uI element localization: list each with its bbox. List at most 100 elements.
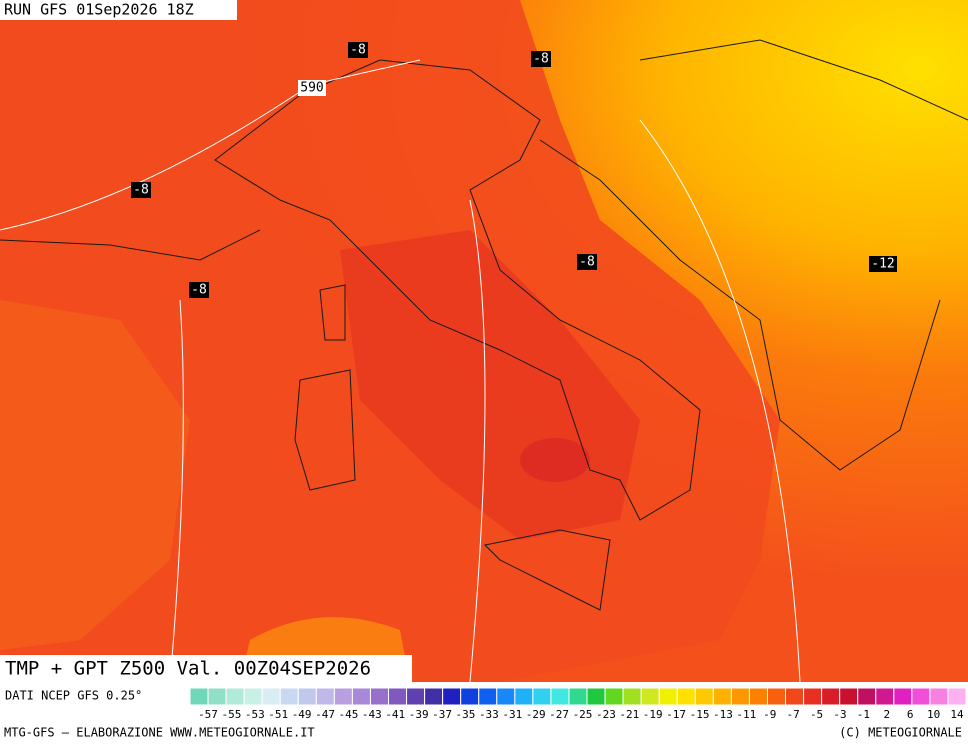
color-swatch — [658, 687, 678, 706]
color-scale-label: -21 — [619, 708, 639, 721]
color-scale-label: -45 — [339, 708, 359, 721]
map: -8 -8 590 -8 -8 -8 -12 — [0, 0, 968, 683]
color-swatch — [803, 687, 823, 706]
contour-label-box — [348, 42, 368, 58]
contour-label: -8 — [191, 283, 207, 298]
color-scale-label: -57 — [198, 708, 218, 721]
color-scale-label: -31 — [502, 708, 522, 721]
color-scale-label: -7 — [787, 708, 800, 721]
color-scale — [189, 687, 967, 706]
color-swatch — [315, 687, 335, 706]
contour-label-box — [189, 282, 209, 298]
color-scale-label: -33 — [479, 708, 499, 721]
color-swatch — [189, 687, 209, 706]
run-label: RUN GFS 01Sep2026 18Z — [4, 1, 194, 19]
color-swatch — [929, 687, 949, 706]
color-swatch — [568, 687, 588, 706]
color-scale-label: -23 — [596, 708, 616, 721]
color-swatch — [748, 687, 768, 706]
color-scale-label: -37 — [432, 708, 452, 721]
color-scale-label: 10 — [927, 708, 940, 721]
color-swatch — [622, 687, 642, 706]
color-swatch — [857, 687, 877, 706]
contour-label: -8 — [133, 183, 149, 198]
color-scale-label: -15 — [690, 708, 710, 721]
contour-label-box — [577, 254, 597, 270]
color-scale-label: -43 — [362, 708, 382, 721]
color-swatch — [460, 687, 480, 706]
color-swatch — [532, 687, 552, 706]
color-scale-labels: -57 -55 -53 -51 -49 -47 -45 -43 -41 -39 -37 -35 -33-… — [198, 708, 964, 721]
contour-label-box — [131, 182, 151, 198]
color-scale-label: -27 — [549, 708, 569, 721]
product-title: TMP + GPT Z500 Val. 00Z04SEP2026 — [5, 658, 371, 680]
color-scale-label: -9 — [763, 708, 776, 721]
color-scale-label: -49 — [292, 708, 312, 721]
color-scale-label: 6 — [907, 708, 914, 721]
run-box — [0, 0, 237, 20]
contour-label: 590 — [300, 81, 323, 96]
color-swatch — [225, 687, 245, 706]
color-swatch — [550, 687, 570, 706]
color-scale-label: -53 — [245, 708, 265, 721]
contour-label-box — [869, 256, 897, 272]
color-swatch — [730, 687, 750, 706]
color-swatch — [911, 687, 931, 706]
color-scale-label: -51 — [268, 708, 288, 721]
color-swatch — [496, 687, 516, 706]
color-swatch — [442, 687, 462, 706]
contour-label: -12 — [871, 257, 894, 272]
contour-label: -8 — [533, 52, 549, 67]
footer-right: (C) METEOGIORNALE — [839, 726, 962, 740]
color-swatch — [424, 687, 444, 706]
color-scale-label: -39 — [409, 708, 429, 721]
color-scale-label: -47 — [315, 708, 335, 721]
color-swatch — [586, 687, 606, 706]
color-scale-label: -3 — [833, 708, 846, 721]
color-scale-label: -17 — [666, 708, 686, 721]
color-scale-label: -5 — [810, 708, 823, 721]
color-swatch — [514, 687, 534, 706]
color-scale-label: -25 — [573, 708, 593, 721]
color-swatch — [333, 687, 353, 706]
color-scale-label: 2 — [883, 708, 890, 721]
product-box — [0, 655, 412, 682]
data-source: DATI NCEP GFS 0.25° — [5, 689, 142, 703]
color-swatch — [279, 687, 299, 706]
color-swatch — [640, 687, 660, 706]
color-swatch — [478, 687, 498, 706]
color-swatch — [388, 687, 408, 706]
color-scale-label: -41 — [385, 708, 405, 721]
color-scale-label: -55 — [221, 708, 241, 721]
color-swatch — [766, 687, 787, 706]
color-swatch — [369, 687, 390, 706]
color-swatch — [694, 687, 714, 706]
contour-label-box — [531, 51, 551, 67]
footer-left: MTG-GFS — ELABORAZIONE WWW.METEOGIORNALE… — [4, 726, 315, 740]
color-swatch — [947, 687, 967, 706]
contour-label: -8 — [579, 255, 595, 270]
color-swatch — [821, 687, 841, 706]
color-swatch — [207, 687, 227, 706]
color-swatch — [893, 687, 913, 706]
color-scale-label: -29 — [526, 708, 546, 721]
color-scale-label: -19 — [643, 708, 663, 721]
color-swatch — [785, 687, 805, 706]
color-swatch — [676, 687, 696, 706]
contour-label-box — [298, 80, 326, 96]
color-swatch — [297, 687, 317, 706]
color-scale-label: 14 — [950, 708, 964, 721]
color-swatch — [604, 687, 624, 706]
color-swatch — [406, 687, 426, 706]
color-swatch — [875, 687, 895, 706]
color-swatch — [839, 687, 859, 706]
color-swatch — [243, 687, 263, 706]
color-scale-label: -1 — [857, 708, 870, 721]
color-swatch — [712, 687, 732, 706]
color-swatch — [261, 687, 281, 706]
contour-label: -8 — [350, 43, 366, 58]
color-scale-label: -11 — [736, 708, 756, 721]
color-scale-label: -35 — [456, 708, 476, 721]
color-swatch — [351, 687, 371, 706]
